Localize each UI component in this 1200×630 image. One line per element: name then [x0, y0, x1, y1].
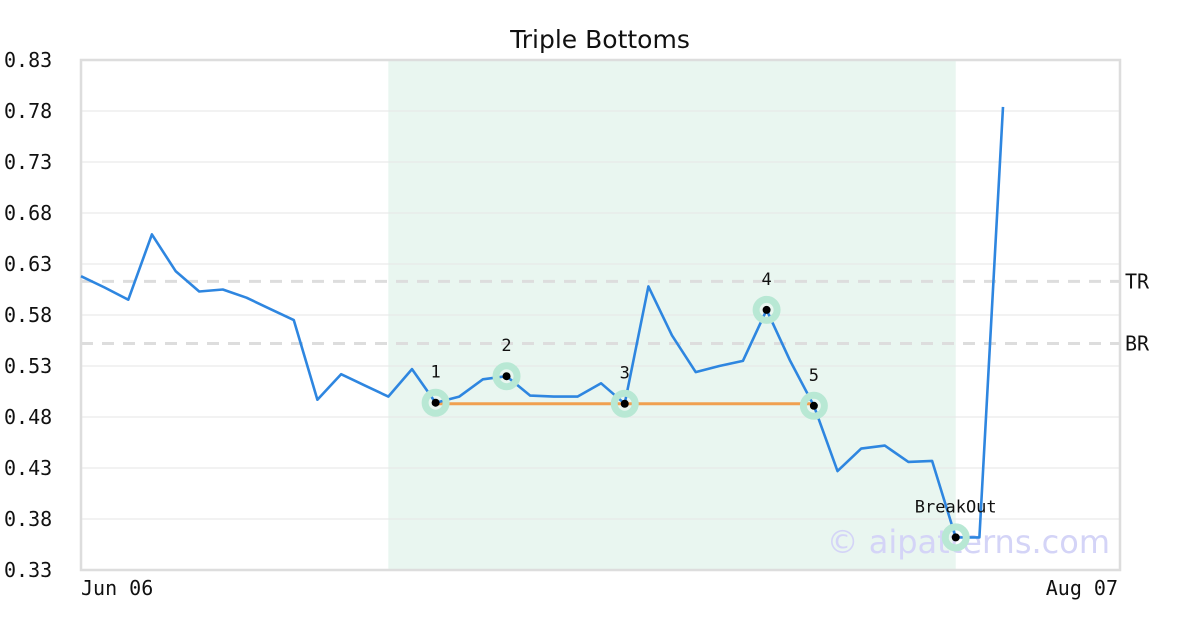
- y-tick-label: 0.63: [4, 252, 52, 276]
- price-series-line: [80, 106, 1005, 539]
- pattern-marker-ring-4: [752, 295, 781, 324]
- y-tick-label: 0.53: [4, 354, 52, 378]
- y-axis-ticks: 0.83 0.78 0.73 0.68 0.63 0.58 0.53 0.48 0.43 0.38…: [4, 48, 52, 582]
- y-tick-label: 0.38: [4, 507, 52, 531]
- pattern-point-label-2: 2: [501, 336, 511, 356]
- pattern-point-label-1: 1: [430, 363, 440, 383]
- pattern-marker-dot-breakout: [951, 533, 960, 542]
- y-tick-label: 0.73: [4, 150, 52, 174]
- level-lines: TR BR: [81, 269, 1150, 356]
- level-label-tr: TR: [1125, 269, 1150, 293]
- pattern-marker-dot-5: [809, 401, 818, 410]
- pattern-marker-ring-breakout: [941, 523, 970, 552]
- x-axis-ticks: Jun 06 Aug 07: [81, 576, 1118, 600]
- y-tick-label: 0.33: [4, 558, 52, 582]
- level-label-br: BR: [1125, 332, 1150, 356]
- pattern-marker-dot-3: [620, 399, 629, 408]
- pattern-marker-dot-1: [431, 398, 440, 407]
- pattern-marker-ring-2: [492, 362, 521, 391]
- pattern-marker-ring-3: [610, 389, 639, 418]
- pattern-marker-dot-2: [502, 372, 511, 381]
- y-tick-label: 0.43: [4, 456, 52, 480]
- x-tick-label: Aug 07: [1046, 576, 1118, 600]
- plot-frame: [79, 58, 1122, 572]
- y-tick-label: 0.58: [4, 303, 52, 327]
- chart-title: Triple Bottoms: [509, 25, 690, 54]
- x-tick-label: Jun 06: [81, 576, 153, 600]
- pattern-marker-ring-1: [421, 388, 450, 417]
- y-tick-label: 0.68: [4, 201, 52, 225]
- pattern-markers: 1 2 3 4 5 BreakOut: [421, 270, 997, 552]
- pattern-marker-dot-4: [762, 305, 771, 314]
- y-tick-label: 0.78: [4, 99, 52, 123]
- pattern-marker-ring-5: [799, 391, 828, 420]
- y-tick-label: 0.48: [4, 405, 52, 429]
- pattern-point-label-3: 3: [620, 364, 630, 384]
- pattern-point-label-4: 4: [761, 270, 771, 290]
- pattern-point-label-5: 5: [809, 366, 819, 386]
- pattern-point-label-breakout: BreakOut: [915, 497, 997, 517]
- y-tick-label: 0.83: [4, 48, 52, 72]
